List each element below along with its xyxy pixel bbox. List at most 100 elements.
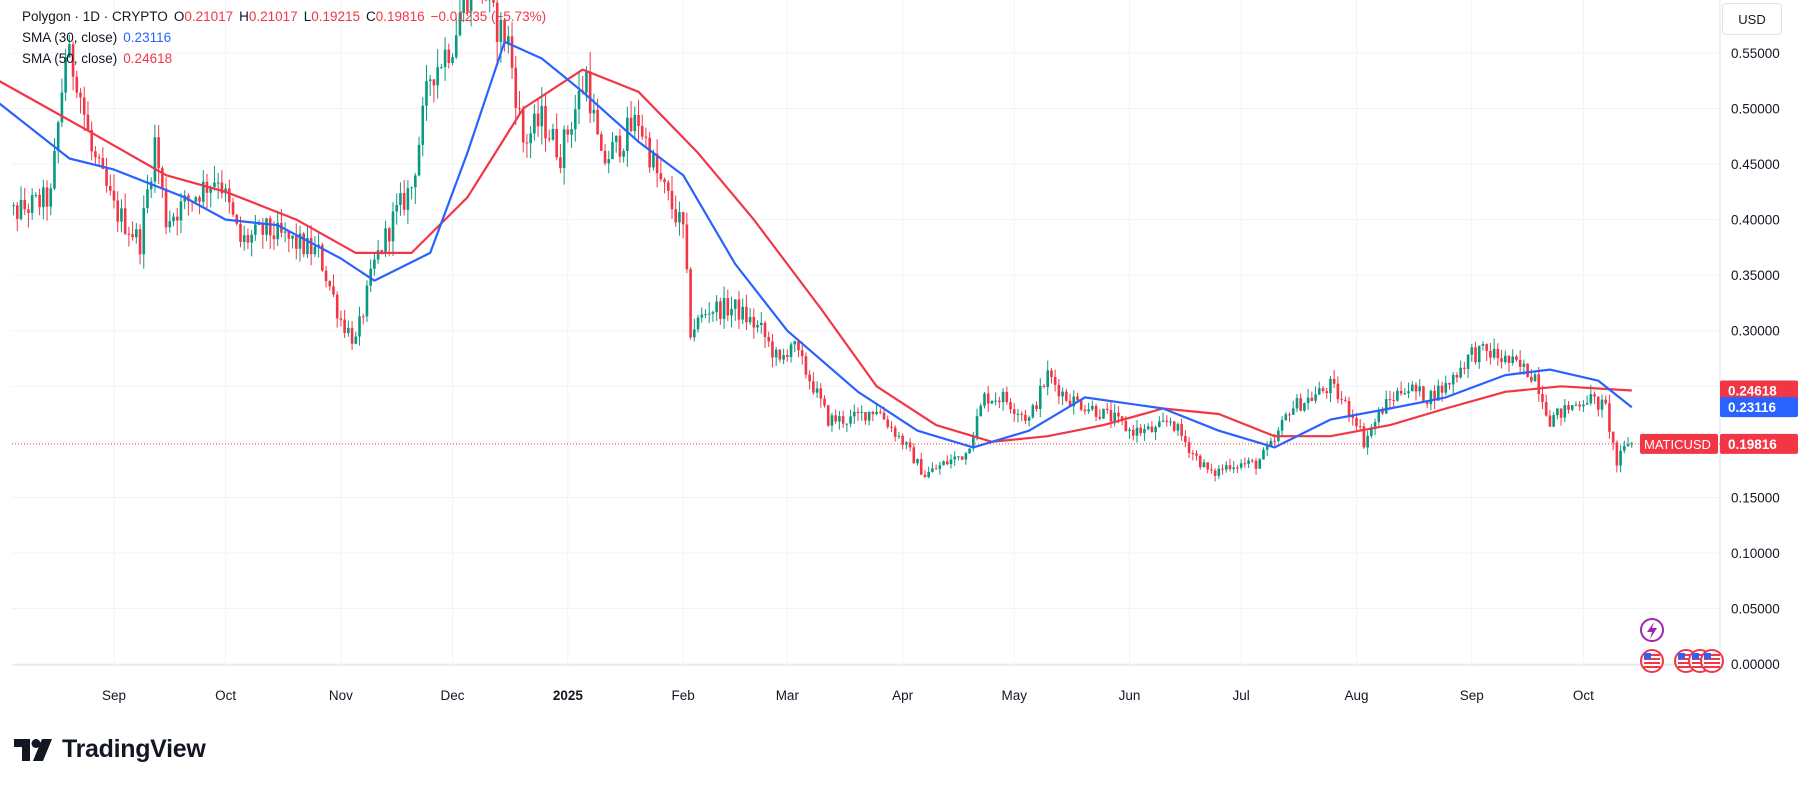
y-tick-label: 0.55000 — [1731, 46, 1780, 61]
candle-body — [986, 393, 990, 404]
tradingview-brand[interactable]: TradingView — [14, 735, 206, 764]
tradingview-logo-icon — [14, 738, 52, 761]
candle-body — [786, 355, 789, 357]
x-tick-label: Dec — [441, 688, 465, 703]
candle-body — [343, 319, 346, 333]
candle-body — [23, 199, 27, 210]
candle-body — [1496, 348, 1500, 359]
candle-body — [733, 299, 737, 309]
candle-body — [964, 453, 968, 460]
chart-grid — [12, 0, 1721, 666]
candle-body — [1165, 420, 1169, 422]
candle-body — [60, 92, 64, 123]
flag-stripe — [1644, 666, 1660, 668]
x-tick-label: Mar — [776, 688, 800, 703]
sma50-value: 0.24618 — [123, 51, 173, 66]
us-flag-icon[interactable] — [1640, 649, 1664, 673]
lightning-icon-bolt — [1647, 622, 1657, 639]
candle-body — [1161, 420, 1165, 422]
candle-body — [1239, 463, 1243, 468]
candle-body — [1533, 374, 1537, 382]
candle-body — [834, 415, 837, 422]
candle-body — [1448, 383, 1451, 385]
change-value: −0.01235 (−5.73%) — [430, 9, 547, 24]
lightning-icon[interactable] — [1640, 618, 1664, 642]
candle-body — [466, 0, 469, 12]
legend-sma30-row[interactable]: SMA (30, close) 0.23116 — [22, 27, 546, 48]
candle-body — [90, 129, 93, 152]
candle-body — [82, 97, 86, 115]
candle-body — [1105, 408, 1109, 411]
candle-body — [1076, 396, 1079, 401]
candle-body — [64, 57, 67, 93]
sma30-value: 0.23116 — [123, 30, 172, 45]
candle-body — [871, 411, 875, 415]
candle-body — [707, 313, 711, 315]
candle-body — [893, 427, 897, 437]
candle-body — [1113, 412, 1116, 422]
sma50-price-tag: 0.24618 — [1728, 383, 1777, 398]
candle-body — [879, 411, 882, 413]
currency-button[interactable]: USD — [1722, 3, 1782, 35]
candle-body — [1128, 429, 1131, 432]
candle-body — [350, 327, 354, 344]
candle-body — [1347, 400, 1351, 416]
candle-body — [161, 168, 164, 189]
price-axis[interactable]: 0.55000 0.50000 0.45000 0.40000 0.35000 0.300… — [1731, 46, 1780, 672]
candle-body — [1310, 397, 1314, 401]
candle-body — [1143, 429, 1146, 434]
candle-body — [1169, 421, 1172, 423]
candle-body — [1608, 403, 1611, 432]
sma50-price-tag-bg — [1720, 380, 1798, 401]
candle-body — [756, 324, 759, 328]
candle-body — [146, 189, 149, 209]
candle-body — [1593, 394, 1596, 397]
y-tick-label: 0.45000 — [1731, 157, 1780, 172]
candle-body — [1518, 359, 1522, 367]
candle-body — [220, 182, 224, 194]
candle-body — [812, 381, 815, 393]
flag-stripe — [1678, 654, 1694, 656]
candle-body — [510, 36, 514, 68]
candle-body — [1611, 431, 1615, 443]
candle-body — [1381, 410, 1384, 414]
candle-body — [495, 2, 499, 42]
candle-body — [380, 250, 384, 253]
candle-body — [1269, 440, 1273, 447]
candle-body — [116, 200, 120, 222]
time-axis[interactable]: Sep Oct Nov Dec 2025 Feb Mar Apr May Jun Jul Aug Sep… — [102, 688, 1594, 703]
event-markers[interactable] — [1640, 618, 1724, 673]
symbol-label[interactable]: Polygon · 1D · CRYPTO — [22, 9, 168, 24]
candle-body — [53, 150, 56, 189]
candle-body — [674, 209, 678, 223]
candle-body — [120, 208, 123, 222]
x-tick-label: Sep — [1460, 688, 1484, 703]
candle-body — [257, 223, 261, 225]
candle-body — [391, 211, 395, 242]
candle-body — [298, 233, 302, 249]
flag-stripe — [1704, 654, 1720, 656]
candle-body — [1344, 399, 1347, 401]
candle-body — [1158, 421, 1161, 428]
candle-body — [1251, 460, 1254, 462]
sma50-label: SMA (50, close) — [22, 51, 118, 66]
candle-body — [451, 57, 454, 63]
candle-body — [313, 246, 317, 255]
candle-body — [1373, 422, 1377, 428]
candle-body — [808, 374, 811, 382]
candle-body — [250, 234, 253, 243]
candle-body — [867, 411, 871, 421]
legend-sma50-row[interactable]: SMA (50, close) 0.24618 — [22, 48, 546, 69]
candle-body — [1596, 396, 1600, 410]
candle-body — [1444, 383, 1448, 393]
candle-body — [1410, 384, 1414, 392]
candle-body — [1262, 449, 1265, 460]
us-flag-icon[interactable] — [1700, 649, 1724, 673]
sma-lines — [0, 40, 1633, 449]
candle-body — [1578, 404, 1581, 407]
candle-body — [745, 306, 748, 323]
candle-body — [960, 456, 964, 460]
candle-body — [1005, 391, 1009, 403]
candle-body — [1358, 426, 1362, 428]
